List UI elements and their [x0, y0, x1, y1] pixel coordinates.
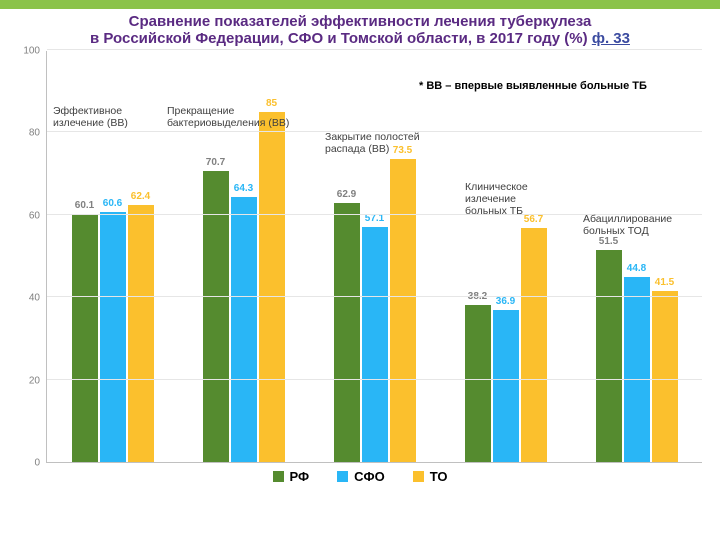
bar-value-label: 41.5 [655, 277, 674, 288]
top-accent-strip [0, 0, 720, 9]
bar-value-label: 64.3 [234, 183, 253, 194]
y-tick-label: 0 [34, 458, 40, 469]
group-title: Клиническоеизлечениебольных ТБ [465, 181, 528, 217]
group-title: Прекращениебактериовыделения (ВВ) [167, 105, 289, 129]
bar-value-label: 51.5 [599, 236, 618, 247]
form-tag: ф. 33 [592, 30, 630, 47]
bar-РФ: 60.1 [72, 214, 98, 462]
bar-value-label: 36.9 [496, 296, 515, 307]
y-tick-label: 100 [23, 46, 40, 57]
plot-area: * ВВ – впервые выявленные больные ТБ 60.… [46, 51, 702, 463]
title-line-1: Сравнение показателей эффективности лече… [129, 13, 592, 30]
bar-СФО: 60.6 [100, 212, 126, 462]
bar-РФ: 38.2 [465, 305, 491, 462]
y-tick-label: 60 [29, 210, 40, 221]
y-axis: 020406080100 [18, 51, 44, 463]
bar-value-label: 44.8 [627, 263, 646, 274]
title-line-2a: в Российской Федерации, СФО и Томской об… [90, 30, 592, 47]
bar-ТО: 85 [259, 112, 285, 462]
legend-swatch [413, 471, 424, 482]
legend-item-ТО: ТО [413, 469, 448, 484]
bar-groups: 60.160.662.470.764.38562.957.173.538.236… [47, 51, 702, 462]
bar-group: 51.544.841.5 [571, 51, 702, 462]
legend-swatch [337, 471, 348, 482]
bar-ТО: 73.5 [390, 159, 416, 462]
legend-label: СФО [354, 469, 385, 484]
bar-РФ: 51.5 [596, 250, 622, 462]
bar-СФО: 57.1 [362, 227, 388, 462]
bar-ТО: 41.5 [652, 291, 678, 462]
bar-РФ: 62.9 [334, 203, 360, 462]
gridline [47, 296, 702, 297]
bar-ТО: 62.4 [128, 205, 154, 462]
legend-item-РФ: РФ [273, 469, 310, 484]
y-tick-label: 40 [29, 293, 40, 304]
bar-ТО: 56.7 [521, 228, 547, 462]
group-title: Абациллированиебольных ТОД [583, 213, 672, 237]
group-title: Закрытие полостейраспада (ВВ) [325, 131, 420, 155]
legend-label: ТО [430, 469, 448, 484]
bar-СФО: 64.3 [231, 197, 257, 462]
bar-group: 62.957.173.5 [309, 51, 440, 462]
legend-item-СФО: СФО [337, 469, 385, 484]
bar-value-label: 70.7 [206, 157, 225, 168]
gridline [47, 49, 702, 50]
legend-swatch [273, 471, 284, 482]
y-tick-label: 20 [29, 375, 40, 386]
y-tick-label: 80 [29, 128, 40, 139]
bar-value-label: 62.4 [131, 191, 150, 202]
chart-area: 020406080100 * ВВ – впервые выявленные б… [46, 51, 702, 463]
legend: РФ СФО ТО [0, 463, 720, 486]
bar-value-label: 60.6 [103, 198, 122, 209]
legend-label: РФ [290, 469, 310, 484]
bar-value-label: 60.1 [75, 200, 94, 211]
bar-СФО: 44.8 [624, 277, 650, 462]
chart-title: Сравнение показателей эффективности лече… [0, 9, 720, 47]
bar-group: 38.236.956.7 [440, 51, 571, 462]
group-title: Эффективноеизлечение (ВВ) [53, 105, 128, 129]
bar-value-label: 62.9 [337, 189, 356, 200]
gridline [47, 379, 702, 380]
bar-СФО: 36.9 [493, 310, 519, 462]
